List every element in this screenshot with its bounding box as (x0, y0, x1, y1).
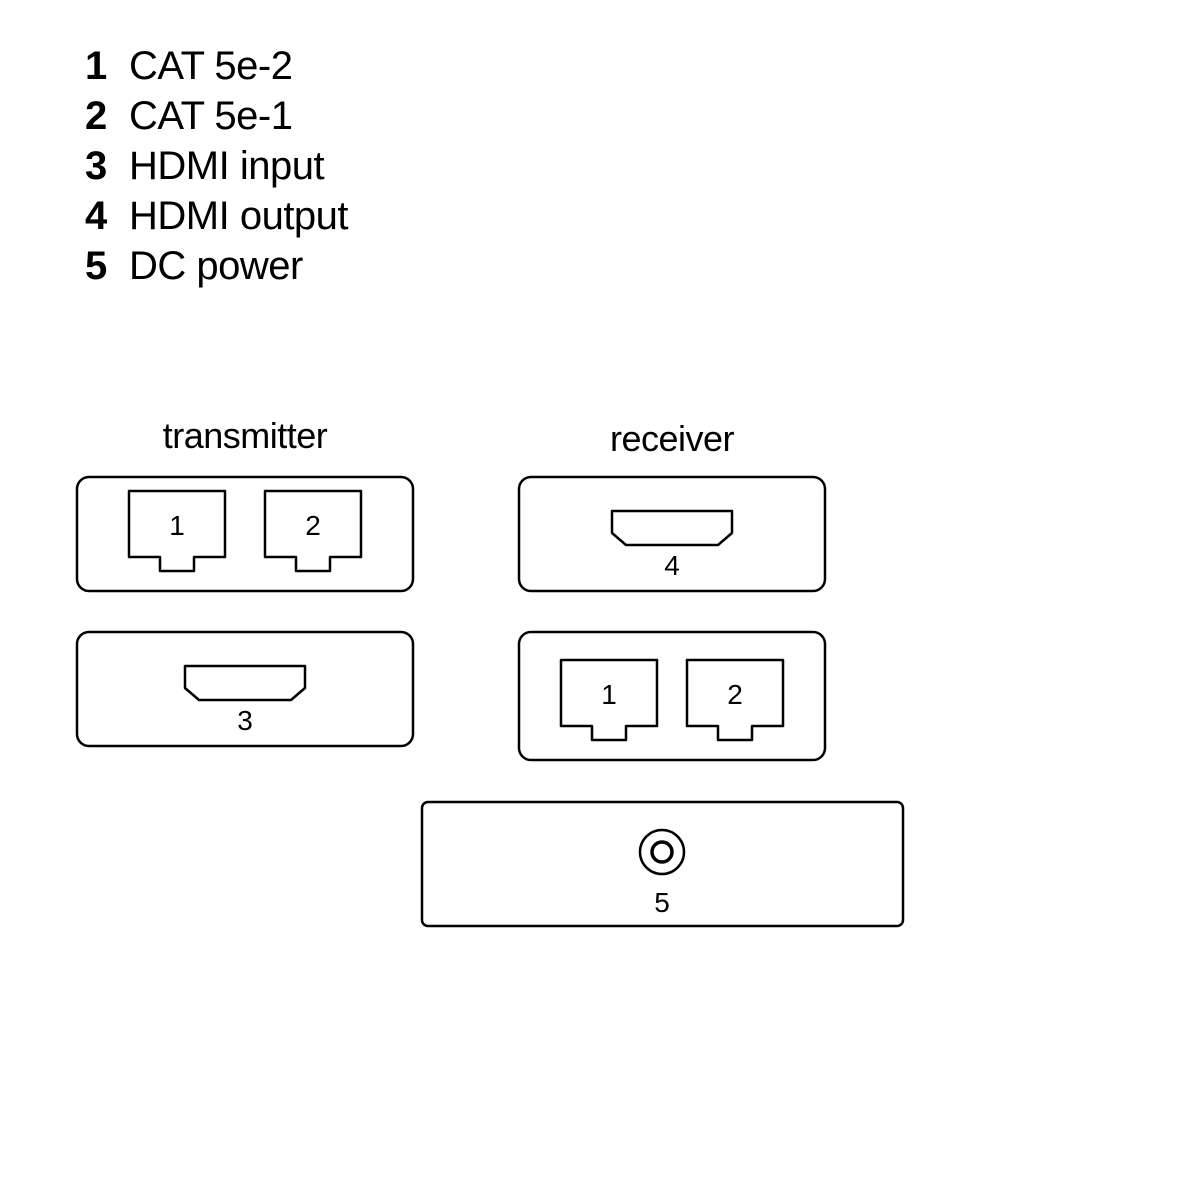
legend-number: 3 (85, 142, 129, 190)
dc-jack: 5 (640, 830, 684, 918)
legend-item: 5 DC power (85, 242, 348, 290)
port-number: 4 (664, 550, 680, 581)
legend-item: 1 CAT 5e-2 (85, 42, 348, 90)
hdmi-port: 3 (185, 666, 305, 736)
legend-label: HDMI output (129, 192, 348, 240)
legend-label: HDMI input (129, 142, 324, 190)
port-number: 2 (727, 679, 743, 710)
diagram-canvas: 1 CAT 5e-2 2 CAT 5e-1 3 HDMI input 4 HDM… (0, 0, 1200, 1200)
hdmi-port: 4 (612, 511, 732, 581)
transmitter-title: transmitter (75, 415, 415, 457)
rj45-port: 1 (129, 491, 225, 571)
legend-number: 2 (85, 92, 129, 140)
legend-item: 4 HDMI output (85, 192, 348, 240)
rj45-port: 1 (561, 660, 657, 740)
rx-rj45-panel: 1 2 (517, 630, 827, 764)
port-number: 3 (237, 705, 253, 736)
rj45-port: 2 (265, 491, 361, 571)
legend-number: 4 (85, 192, 129, 240)
legend: 1 CAT 5e-2 2 CAT 5e-1 3 HDMI input 4 HDM… (85, 42, 348, 292)
receiver-title: receiver (517, 418, 827, 460)
port-number: 1 (601, 679, 617, 710)
rj45-port: 2 (687, 660, 783, 740)
legend-label: DC power (129, 242, 303, 290)
rx-hdmi-panel: 4 (517, 475, 827, 595)
legend-label: CAT 5e-1 (129, 92, 292, 140)
rx-dc-panel: 5 (420, 800, 905, 930)
legend-number: 5 (85, 242, 129, 290)
port-number: 5 (654, 887, 670, 918)
port-number: 2 (305, 510, 321, 541)
legend-number: 1 (85, 42, 129, 90)
legend-label: CAT 5e-2 (129, 42, 292, 90)
tx-hdmi-panel: 3 (75, 630, 415, 750)
tx-rj45-panel: 1 2 (75, 475, 415, 595)
legend-item: 3 HDMI input (85, 142, 348, 190)
port-number: 1 (169, 510, 185, 541)
legend-item: 2 CAT 5e-1 (85, 92, 348, 140)
